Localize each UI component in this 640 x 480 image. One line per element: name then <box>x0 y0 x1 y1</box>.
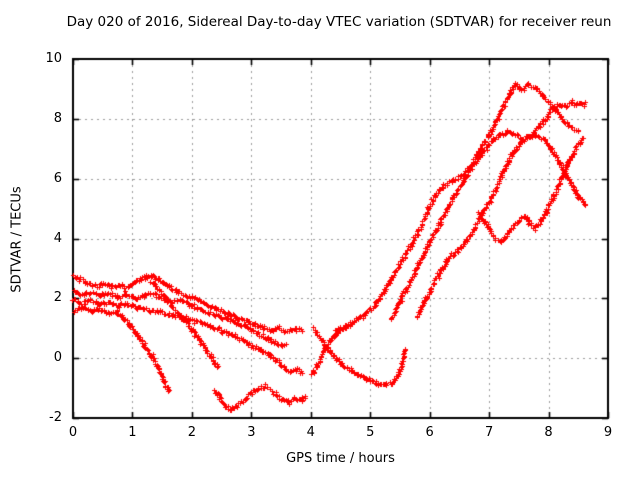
x-tick-label: 6 <box>425 425 434 440</box>
x-tick-label: 3 <box>247 425 256 440</box>
x-tick-label: 0 <box>68 425 78 440</box>
y-tick-label: 4 <box>53 230 62 246</box>
y-tick-label: 8 <box>53 110 62 126</box>
x-tick-label: 7 <box>484 425 494 440</box>
x-axis-label: GPS time / hours <box>286 451 395 466</box>
x-tick-label: 4 <box>306 425 315 440</box>
x-tick-label: 5 <box>366 425 375 440</box>
chart-title: Day 020 of 2016, Sidereal Day-to-day VTE… <box>66 14 612 30</box>
y-tick-label: 6 <box>53 170 62 186</box>
x-tick-label: 8 <box>544 425 553 440</box>
y-tick-label: 10 <box>45 51 62 66</box>
x-tick-label: 9 <box>603 425 613 440</box>
y-tick-label: -2 <box>49 410 62 425</box>
x-tick-label: 2 <box>187 425 197 440</box>
y-tick-label: 0 <box>53 350 62 366</box>
x-tick-label: 1 <box>128 425 137 440</box>
y-tick-label: 2 <box>53 290 62 306</box>
